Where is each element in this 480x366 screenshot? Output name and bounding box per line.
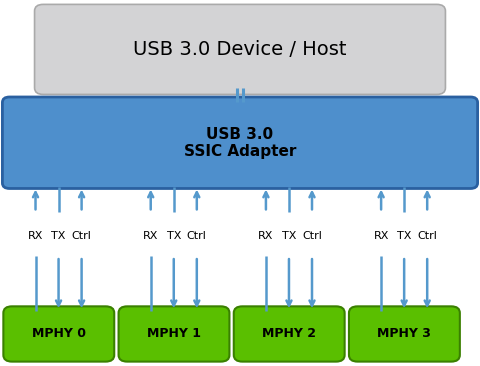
FancyBboxPatch shape (35, 4, 445, 94)
Text: RX: RX (258, 231, 274, 241)
Text: Ctrl: Ctrl (302, 231, 322, 241)
Text: RX: RX (28, 231, 43, 241)
FancyBboxPatch shape (3, 306, 114, 362)
Text: USB 3.0
SSIC Adapter: USB 3.0 SSIC Adapter (184, 127, 296, 159)
Text: TX: TX (282, 231, 296, 241)
FancyBboxPatch shape (349, 306, 460, 362)
Text: MPHY 1: MPHY 1 (147, 328, 201, 340)
Text: TX: TX (167, 231, 181, 241)
FancyBboxPatch shape (2, 97, 478, 188)
Text: TX: TX (51, 231, 66, 241)
Text: RX: RX (373, 231, 389, 241)
Text: MPHY 2: MPHY 2 (262, 328, 316, 340)
Text: Ctrl: Ctrl (417, 231, 437, 241)
Text: MPHY 0: MPHY 0 (32, 328, 86, 340)
Text: Ctrl: Ctrl (187, 231, 207, 241)
FancyBboxPatch shape (234, 306, 345, 362)
FancyBboxPatch shape (119, 306, 229, 362)
Text: USB 3.0 Device / Host: USB 3.0 Device / Host (133, 40, 347, 59)
Text: Ctrl: Ctrl (72, 231, 92, 241)
Text: MPHY 3: MPHY 3 (377, 328, 432, 340)
Text: TX: TX (397, 231, 411, 241)
Text: RX: RX (143, 231, 158, 241)
